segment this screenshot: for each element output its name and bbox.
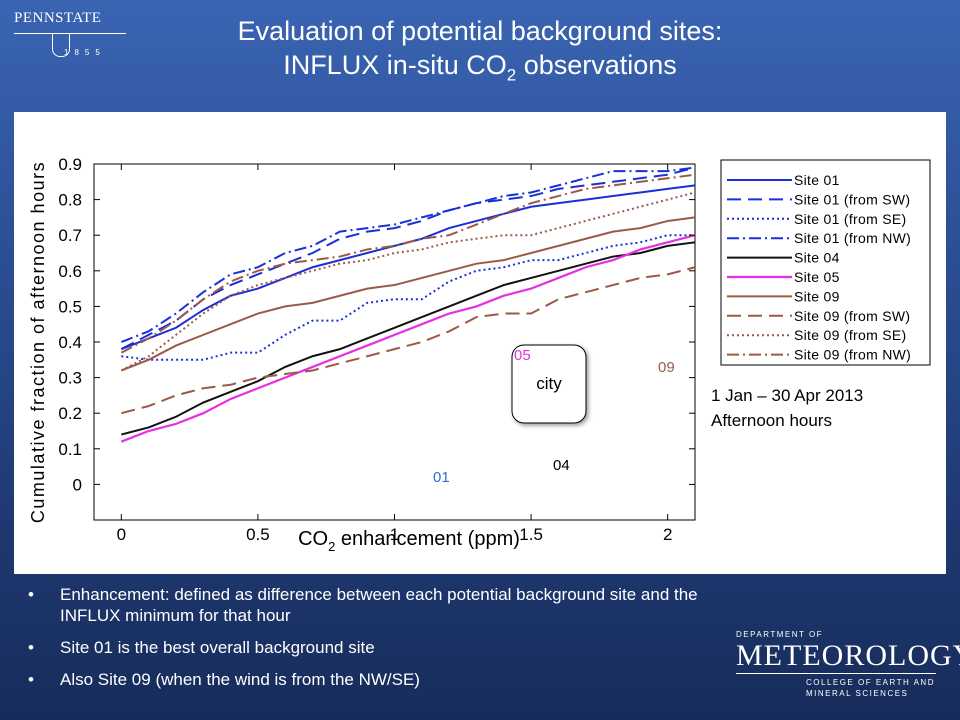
bullet-item: Site 01 is the best overall background s… (28, 637, 708, 658)
meteorology-logo-rule (736, 673, 936, 674)
y-tick-label: 0.5 (58, 297, 82, 316)
y-tick-label: 0.2 (58, 404, 82, 423)
city-box (511, 344, 587, 424)
title-line-1: Evaluation of potential background sites… (237, 16, 723, 46)
legend-entry-label: Site 04 (794, 250, 840, 266)
date-range-note: 1 Jan – 30 Apr 2013 (711, 386, 863, 405)
legend-entry-label: Site 01 (from SW) (794, 191, 910, 207)
legend-entry-label: Site 01 (from SE) (794, 211, 906, 227)
meteorology-logo: DEPARTMENT OF METEOROLOGY COLLEGE OF EAR… (736, 630, 960, 699)
bullet-list: Enhancement: defined as difference betwe… (28, 584, 708, 701)
series-line (120, 166, 696, 351)
legend-entry-label: Site 05 (794, 269, 840, 285)
x-axis-label-subscript: 2 (328, 539, 335, 554)
meteorology-logo-name: METEOROLOGY (736, 639, 960, 672)
pennstate-logo-year: 1855 (64, 48, 106, 57)
series-line (120, 216, 696, 372)
x-axis-label: CO2 enhancement (ppm) (298, 528, 520, 554)
series-line (121, 234, 695, 361)
meteorology-logo-college-2: MINERAL SCIENCES (806, 689, 909, 698)
site-01-label: 01 (433, 469, 450, 486)
x-tick-label: 1.5 (519, 525, 543, 544)
y-tick-label: 0.3 (58, 369, 82, 388)
x-tick-label: 0.5 (246, 525, 270, 544)
y-tick-label: 0 (73, 475, 82, 494)
plot-lines (120, 166, 696, 443)
title-line-2-subscript: 2 (506, 65, 517, 85)
slide-title: Evaluation of potential background sites… (120, 14, 840, 92)
x-tick-label: 2 (663, 525, 672, 544)
title-line-2: INFLUX in-situ CO2 observations (120, 48, 840, 92)
x-tick-label: 0 (117, 525, 126, 544)
series-line (121, 266, 696, 415)
series-line (120, 166, 696, 343)
legend: Site 01 Site 01 (from SW) Site 01 (from SE… (727, 172, 911, 363)
title-line-2-end: observations (516, 50, 677, 80)
legend-entry-label: Site 09 (from SE) (794, 327, 906, 343)
legend-entry-label: Site 09 (from SW) (794, 308, 910, 324)
bullet-item: Enhancement: defined as difference betwe… (28, 584, 708, 626)
y-axis-label: Cumulative fraction of afternoon hours (28, 161, 48, 523)
cumulative-fraction-chart: 0 0.5 1 1.5 2 0 0.1 0.2 0.3 0.4 0.5 0.6 0.7 0.8 0.9 Cu… (28, 155, 931, 554)
legend-entry-label: Site 09 (from NW) (794, 347, 911, 363)
meteorology-logo-college-1: COLLEGE OF EARTH AND (806, 678, 935, 687)
series-line (121, 241, 696, 436)
title-line-2-main: INFLUX in-situ CO (283, 50, 507, 80)
y-tick-label: 0.6 (58, 262, 82, 281)
legend-entry-label: Site 09 (794, 288, 840, 304)
legend-entry-label: Site 01 (from NW) (794, 230, 911, 246)
shield-icon (52, 34, 70, 57)
y-tick-label: 0.8 (58, 191, 82, 210)
axes: 0 0.5 1 1.5 2 0 0.1 0.2 0.3 0.4 0.5 0.6 0.7 0.8 0.9 (58, 155, 695, 544)
site-05-label: 05 (514, 347, 531, 364)
y-tick-label: 0.7 (58, 226, 82, 245)
afternoon-hours-note: Afternoon hours (711, 411, 832, 430)
series-line (120, 234, 696, 443)
meteorology-logo-dept: DEPARTMENT OF (736, 630, 824, 639)
site-09-label: 09 (658, 359, 675, 376)
legend-entry-label: Site 01 (794, 172, 840, 188)
logo-rule (14, 33, 126, 34)
pennstate-logo: PENNSTATE 1855 (14, 10, 134, 66)
site-04-label: 04 (553, 457, 570, 474)
chart-panel: 0 0.5 1 1.5 2 0 0.1 0.2 0.3 0.4 0.5 0.6 0.7 0.8 0.9 Cu… (14, 112, 946, 574)
y-tick-label: 0.1 (58, 440, 82, 459)
y-tick-label: 0.9 (58, 155, 82, 174)
x-tick-label: 1 (390, 525, 399, 544)
y-tick-label: 0.4 (58, 333, 82, 352)
x-axis-label-main: CO (298, 528, 328, 550)
series-line (120, 173, 696, 354)
legend-box (720, 159, 931, 366)
series-line (120, 191, 696, 372)
bullet-item: Also Site 09 (when the wind is from the … (28, 669, 708, 690)
city-label: city (536, 374, 562, 393)
pennstate-logo-text: PENNSTATE (14, 10, 102, 26)
x-axis-label-end: enhancement (ppm) (335, 528, 520, 550)
